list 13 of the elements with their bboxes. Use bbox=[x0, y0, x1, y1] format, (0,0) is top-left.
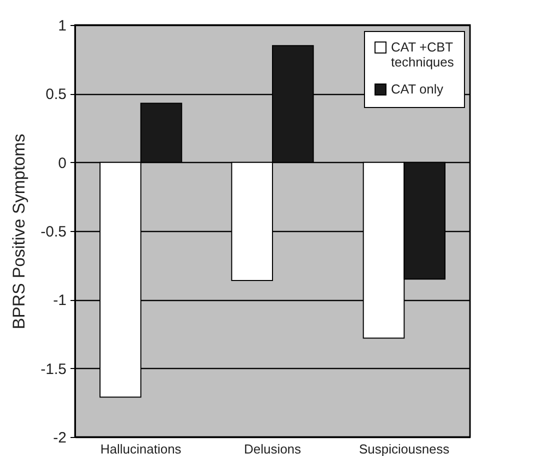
y-tick-label: 1 bbox=[58, 18, 66, 34]
y-axis-title: BPRS Positive Symptoms bbox=[10, 134, 29, 330]
y-tick-label: -0.5 bbox=[40, 224, 66, 240]
y-tick-label: 0.5 bbox=[46, 86, 66, 104]
legend-label: CAT +CBT techniques bbox=[391, 40, 454, 70]
y-tick-label: 0 bbox=[58, 154, 66, 172]
y-tick-label: -1 bbox=[53, 292, 66, 310]
x-tick-label: Suspiciousness bbox=[359, 442, 450, 456]
x-tick-label: Hallucinations bbox=[100, 442, 182, 456]
y-tick-label: -2 bbox=[53, 430, 66, 446]
legend-label: CAT only bbox=[391, 82, 444, 96]
y-tick-label: -1.5 bbox=[40, 360, 66, 378]
x-tick-label: Delusions bbox=[244, 442, 302, 456]
